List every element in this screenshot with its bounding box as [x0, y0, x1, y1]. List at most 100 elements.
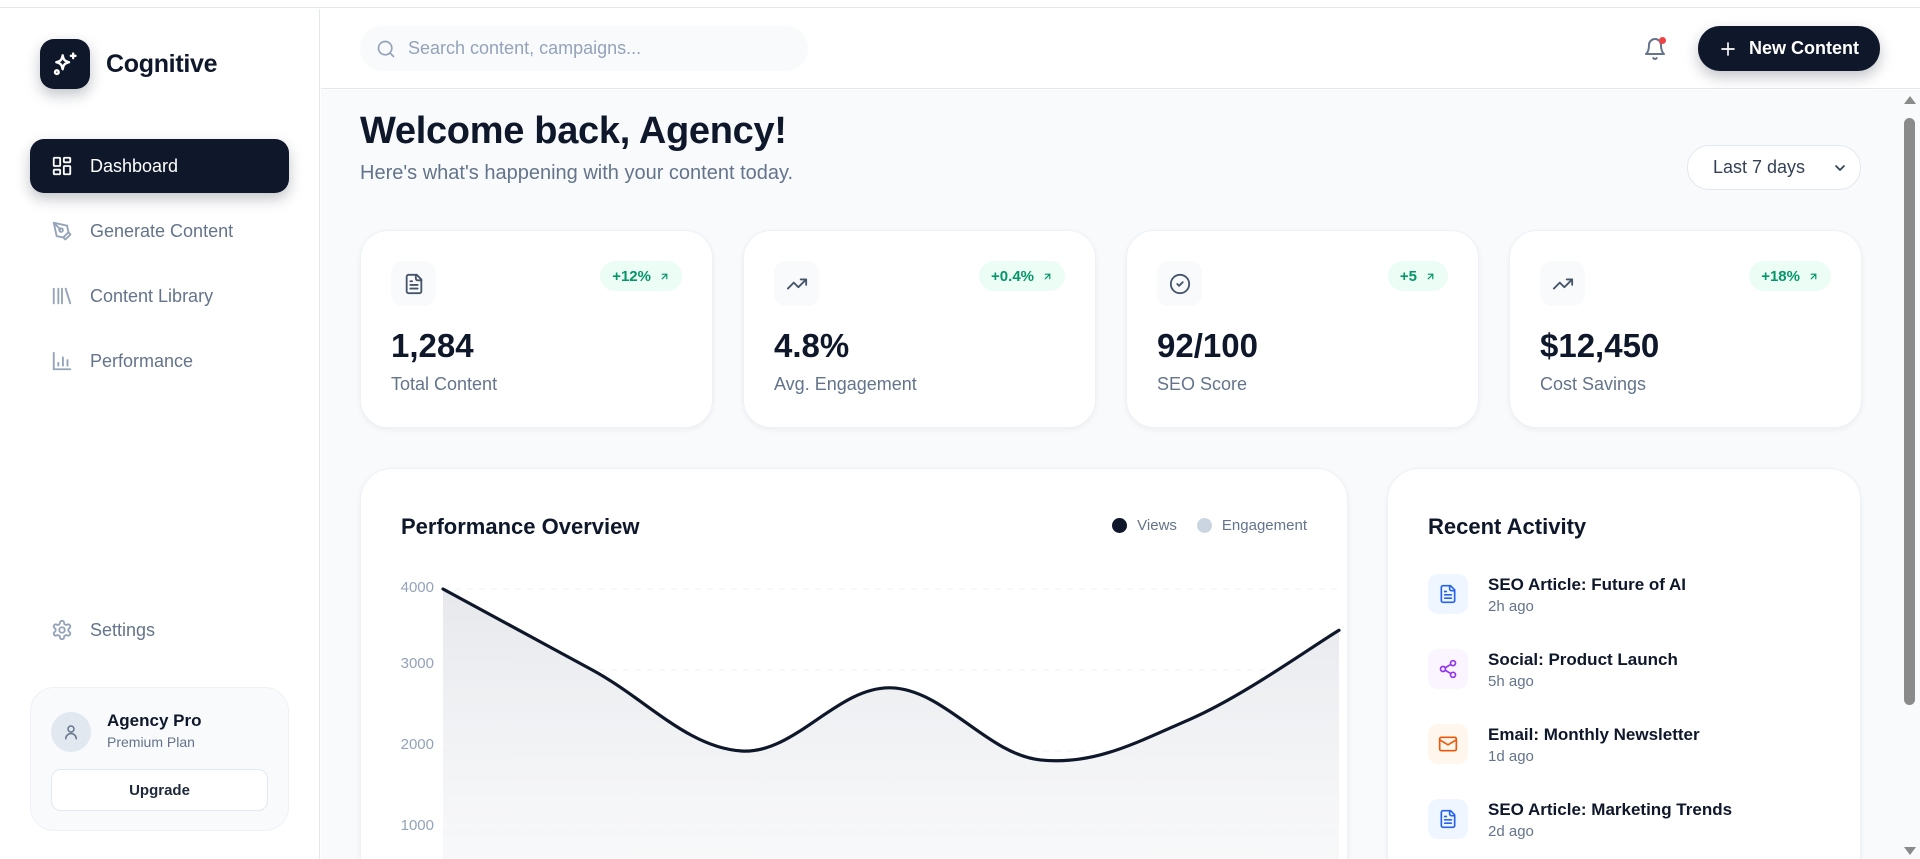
- page-title: Welcome back, Agency!: [360, 110, 787, 152]
- plus-icon: [1719, 40, 1737, 58]
- document-icon: [1428, 574, 1468, 614]
- stat-change-badge: +12%: [600, 261, 682, 291]
- stat-change-badge: +0.4%: [979, 261, 1065, 291]
- new-content-button[interactable]: New Content: [1698, 26, 1880, 71]
- activity-item[interactable]: Social: Product Launch 5h ago: [1428, 649, 1732, 724]
- activity-title: Recent Activity: [1428, 514, 1587, 539]
- stat-label: SEO Score: [1157, 374, 1248, 394]
- legend-item-engagement[interactable]: Engagement: [1196, 517, 1307, 534]
- stats-row: +12% 1,284 Total Content +0.4% 4.8% Avg.…: [360, 230, 1862, 428]
- views-area: [443, 589, 1339, 859]
- share-icon: [1428, 649, 1468, 689]
- y-axis-tick: 1000: [400, 817, 434, 834]
- activity-list: SEO Article: Future of AI 2h ago Social:…: [1428, 574, 1732, 859]
- activity-time: 1d ago: [1488, 748, 1534, 765]
- y-axis-tick: 4000: [400, 579, 434, 596]
- dashboard-grid-icon: [50, 154, 74, 178]
- sidebar-item-label: Settings: [90, 619, 156, 640]
- app-name: Cognitive: [106, 49, 218, 78]
- chevron-down-icon: [1832, 160, 1848, 181]
- sidebar-item-settings[interactable]: Settings: [30, 603, 289, 657]
- y-axis-tick: 3000: [400, 655, 434, 672]
- main-content: Welcome back, Agency! Here's what's happ…: [321, 90, 1899, 859]
- activity-time: 2d ago: [1488, 823, 1534, 840]
- stat-label: Total Content: [391, 374, 498, 394]
- legend-label: Views: [1137, 517, 1177, 534]
- pen-tool-icon: [50, 219, 74, 243]
- chart-title: Performance Overview: [401, 514, 640, 539]
- avatar: [51, 712, 91, 752]
- recent-activity-card: Recent Activity SEO Article: Future of A…: [1387, 468, 1861, 859]
- stat-value: 1,284: [391, 327, 474, 364]
- sidebar-item-label: Generate Content: [90, 220, 234, 241]
- views-line: [441, 587, 1341, 763]
- trending-up-icon: [1540, 261, 1585, 306]
- performance-overview-card: Performance Overview Views Engagement 40…: [360, 468, 1348, 859]
- plan-name: Agency Pro: [107, 711, 202, 730]
- arrow-up-right-icon: [1427, 273, 1434, 279]
- bar-chart-icon: [50, 349, 74, 373]
- date-range-value: Last 7 days: [1713, 157, 1806, 177]
- check-circle-icon: [1157, 261, 1202, 306]
- search-icon: [377, 40, 395, 57]
- scrollbar-thumb[interactable]: [1904, 118, 1915, 705]
- scroll-down-arrow-icon[interactable]: [1904, 847, 1916, 855]
- arrow-up-right-icon: [1044, 273, 1051, 279]
- activity-title-text: Email: Monthly Newsletter: [1488, 725, 1700, 744]
- activity-item[interactable]: SEO Article: Marketing Trends 2d ago: [1428, 799, 1732, 859]
- stat-value: 4.8%: [774, 327, 850, 364]
- user-icon: [65, 725, 77, 740]
- document-icon: [1428, 799, 1468, 839]
- chart-legend: Views Engagement: [1112, 517, 1307, 534]
- notifications-button[interactable]: [1641, 35, 1669, 63]
- date-range-select[interactable]: Last 7 days: [1687, 145, 1861, 190]
- plan-subtitle: Premium Plan: [107, 734, 195, 750]
- stat-card-seo-score[interactable]: +5 92/100 SEO Score: [1126, 230, 1479, 428]
- views-area-chart: [441, 587, 1341, 859]
- stat-change-value: +5: [1399, 267, 1417, 285]
- sidebar-item-content-library[interactable]: Content Library: [30, 269, 289, 323]
- stat-change-badge: +5: [1387, 261, 1448, 291]
- plan-card: Agency Pro Premium Plan Upgrade: [30, 687, 289, 831]
- page-scrollbar[interactable]: [1899, 90, 1920, 859]
- arrow-up-right-icon: [1810, 273, 1817, 279]
- bell-icon: [1645, 38, 1665, 60]
- activity-time: 2h ago: [1488, 598, 1534, 615]
- arrow-up-right-icon: [661, 273, 668, 279]
- stat-change-value: +0.4%: [991, 267, 1034, 285]
- search-bar[interactable]: [360, 26, 808, 71]
- activity-title-text: Social: Product Launch: [1488, 650, 1678, 669]
- brand[interactable]: Cognitive: [40, 39, 218, 89]
- sidebar-item-dashboard[interactable]: Dashboard: [30, 139, 289, 193]
- search-input[interactable]: [408, 38, 788, 59]
- scroll-up-arrow-icon[interactable]: [1904, 96, 1916, 104]
- legend-label: Engagement: [1221, 517, 1307, 534]
- stat-card-cost-savings[interactable]: +18% $12,450 Cost Savings: [1509, 230, 1862, 428]
- window-top-edge: [0, 0, 1920, 8]
- sidebar-item-label: Content Library: [90, 285, 214, 306]
- sidebar-item-performance[interactable]: Performance: [30, 334, 289, 388]
- sparkles-icon: [40, 39, 90, 89]
- stat-card-avg-engagement[interactable]: +0.4% 4.8% Avg. Engagement: [743, 230, 1096, 428]
- sidebar-item-label: Dashboard: [90, 155, 179, 176]
- activity-title-text: SEO Article: Marketing Trends: [1488, 800, 1733, 819]
- stat-change-badge: +18%: [1749, 261, 1831, 291]
- sidebar-item-generate-content[interactable]: Generate Content: [30, 204, 289, 258]
- stat-value: $12,450: [1540, 327, 1660, 364]
- notification-dot: [1659, 37, 1666, 44]
- page-subtitle: Here's what's happening with your conten…: [360, 162, 794, 184]
- stat-change-value: +18%: [1761, 267, 1800, 285]
- stat-label: Cost Savings: [1540, 374, 1647, 394]
- legend-dot-views: [1112, 518, 1128, 533]
- legend-item-views[interactable]: Views: [1112, 517, 1177, 534]
- activity-item[interactable]: Email: Monthly Newsletter 1d ago: [1428, 724, 1732, 799]
- stat-card-total-content[interactable]: +12% 1,284 Total Content: [360, 230, 713, 428]
- activity-title-text: SEO Article: Future of AI: [1488, 575, 1687, 594]
- activity-item[interactable]: SEO Article: Future of AI 2h ago: [1428, 574, 1732, 649]
- y-axis-tick: 2000: [400, 736, 434, 753]
- new-content-label: New Content: [1749, 38, 1859, 58]
- upgrade-button[interactable]: Upgrade: [51, 769, 268, 811]
- sidebar: Cognitive Dashboard Generate Content Con…: [0, 9, 320, 859]
- stat-change-value: +12%: [612, 267, 651, 285]
- document-icon: [391, 261, 436, 306]
